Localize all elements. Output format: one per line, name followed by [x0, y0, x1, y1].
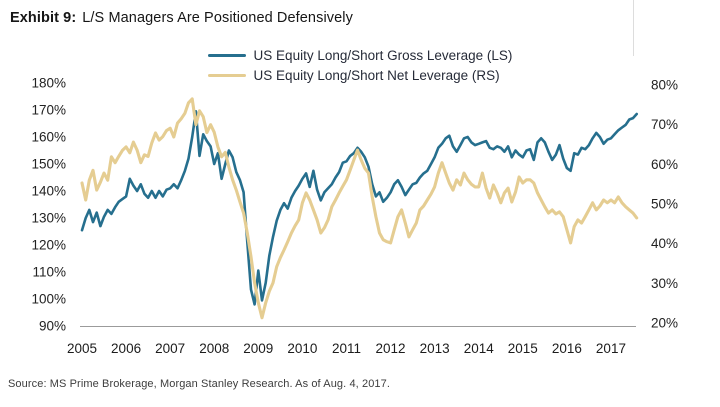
- gross-leverage-line-swatch: [207, 53, 246, 58]
- x-axis-tick: 2017: [596, 341, 626, 356]
- exhibit-title: Exhibit 9: L/S Managers Are Positioned De…: [10, 10, 353, 26]
- left-axis-tick: 170%: [31, 103, 66, 118]
- left-axis-tick: 100%: [31, 292, 66, 307]
- x-axis-tick: 2010: [287, 341, 317, 356]
- left-axis-tick: 110%: [32, 265, 66, 280]
- legend-item-gross-leverage: US Equity Long/Short Gross Leverage (LS): [207, 47, 513, 64]
- right-axis-tick: 80%: [651, 78, 678, 93]
- net-leverage-line: [80, 97, 639, 320]
- right-axis-tick: 60%: [651, 157, 678, 172]
- x-axis-tick: 2008: [199, 341, 229, 356]
- left-axis-tick: 140%: [31, 184, 66, 199]
- chart-legend: US Equity Long/Short Gross Leverage (LS)…: [0, 47, 720, 84]
- x-axis-tick: 2011: [332, 341, 361, 356]
- left-axis-tick: 90%: [39, 319, 66, 334]
- left-axis-tick: 180%: [31, 76, 66, 91]
- x-axis-tick: 2015: [508, 341, 538, 356]
- right-axis-tick: 50%: [651, 197, 678, 212]
- gross-leverage-line: [80, 110, 639, 306]
- legend-item-net-leverage: US Equity Long/Short Net Leverage (RS): [207, 67, 500, 84]
- x-axis-tick: 2007: [155, 341, 185, 356]
- legend-label-gross-leverage: US Equity Long/Short Gross Leverage (LS): [253, 48, 513, 63]
- left-axis-tick: 120%: [31, 238, 66, 253]
- right-axis-tick: 70%: [651, 117, 678, 132]
- x-axis-tick: 2009: [243, 341, 273, 356]
- source-note: Source: MS Prime Brokerage, Morgan Stanl…: [8, 378, 391, 390]
- x-axis-tick: 2013: [420, 341, 450, 356]
- page-edge-line: [633, 0, 634, 56]
- left-axis-tick: 150%: [31, 157, 66, 172]
- exhibit-number: Exhibit 9:: [10, 10, 77, 26]
- right-axis-tick: 40%: [651, 236, 678, 251]
- left-axis-tick: 130%: [31, 211, 66, 226]
- exhibit-title-text: L/S Managers Are Positioned Defensively: [82, 10, 353, 26]
- right-axis-tick: 30%: [651, 276, 678, 291]
- right-axis-tick: 20%: [651, 316, 678, 331]
- legend-label-net-leverage: US Equity Long/Short Net Leverage (RS): [253, 68, 500, 83]
- net-leverage-line-swatch: [207, 73, 246, 78]
- x-axis-tick: 2006: [111, 341, 141, 356]
- x-axis-tick: 2016: [552, 341, 582, 356]
- left-axis-tick: 160%: [31, 130, 66, 145]
- x-axis-tick: 2014: [464, 341, 495, 356]
- x-axis-tick: 2005: [67, 341, 97, 356]
- x-axis-tick: 2012: [376, 341, 406, 356]
